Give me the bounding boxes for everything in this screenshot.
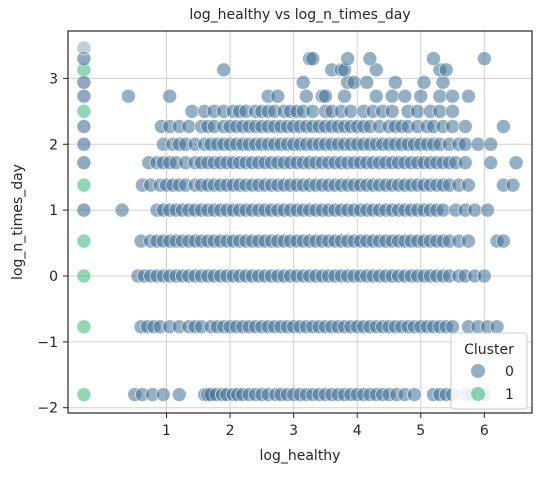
data-point bbox=[76, 155, 92, 171]
data-point bbox=[340, 51, 356, 67]
data-point bbox=[76, 74, 92, 90]
data-point bbox=[483, 155, 499, 171]
data-point bbox=[384, 88, 400, 104]
data-point bbox=[318, 88, 333, 104]
plot-frame bbox=[67, 30, 533, 414]
data-point bbox=[438, 62, 454, 78]
data-point bbox=[461, 233, 476, 249]
data-point bbox=[337, 88, 352, 104]
y-tick-label: −1 bbox=[37, 335, 58, 351]
data-point bbox=[416, 74, 432, 90]
data-point bbox=[359, 74, 375, 90]
data-point bbox=[508, 155, 524, 171]
y-tick-label: 0 bbox=[49, 269, 58, 285]
data-point bbox=[470, 136, 486, 152]
data-points bbox=[76, 40, 524, 402]
x-tick-label: 4 bbox=[353, 423, 362, 439]
data-point bbox=[305, 103, 321, 119]
data-point bbox=[495, 119, 511, 134]
data-point bbox=[184, 103, 200, 119]
data-point bbox=[432, 88, 448, 104]
y-tick-label: 2 bbox=[49, 137, 58, 153]
y-tick-label: −2 bbox=[37, 401, 58, 417]
chart-title: log_healthy vs log_n_times_day bbox=[189, 7, 410, 23]
data-point bbox=[305, 51, 321, 67]
legend-title: Cluster bbox=[464, 342, 514, 358]
data-point bbox=[362, 51, 378, 67]
data-point bbox=[483, 136, 499, 152]
data-point bbox=[120, 88, 136, 104]
data-point bbox=[76, 103, 92, 119]
data-point bbox=[76, 40, 92, 56]
data-point bbox=[489, 319, 505, 335]
data-point bbox=[368, 62, 384, 78]
data-point bbox=[445, 319, 460, 335]
x-tick-label: 2 bbox=[226, 423, 235, 439]
data-point bbox=[480, 202, 495, 218]
data-point bbox=[407, 387, 422, 402]
data-point bbox=[343, 103, 359, 119]
data-point bbox=[368, 88, 384, 104]
data-point bbox=[155, 387, 171, 402]
x-axis-label: log_healthy bbox=[260, 448, 341, 464]
data-point bbox=[295, 74, 311, 90]
data-point bbox=[114, 202, 130, 218]
data-point bbox=[476, 51, 492, 67]
data-point bbox=[76, 319, 92, 335]
data-point bbox=[413, 88, 429, 104]
legend-marker-cluster-1 bbox=[471, 387, 485, 401]
legend-marker-cluster-0 bbox=[471, 364, 485, 378]
data-point bbox=[426, 51, 441, 67]
data-point bbox=[505, 177, 521, 193]
y-tick-label: 1 bbox=[49, 203, 58, 219]
x-tick-label: 6 bbox=[480, 423, 489, 439]
data-point bbox=[76, 119, 92, 134]
data-point bbox=[171, 387, 187, 402]
y-tick-label: 3 bbox=[49, 71, 58, 87]
legend-label-cluster-1: 1 bbox=[505, 387, 514, 403]
data-point bbox=[76, 88, 92, 104]
data-point bbox=[76, 136, 92, 152]
data-point bbox=[270, 88, 286, 104]
x-tick-label: 1 bbox=[162, 423, 171, 439]
data-point bbox=[346, 74, 362, 90]
data-point bbox=[495, 233, 511, 249]
data-point bbox=[181, 119, 197, 134]
data-point bbox=[435, 74, 451, 90]
x-tick-label: 3 bbox=[289, 423, 298, 439]
data-point bbox=[476, 268, 492, 284]
data-point bbox=[76, 202, 92, 218]
data-point bbox=[457, 136, 473, 152]
data-point bbox=[76, 387, 92, 402]
data-point bbox=[467, 202, 483, 218]
data-point bbox=[445, 88, 460, 104]
data-point bbox=[397, 88, 413, 104]
data-point bbox=[76, 268, 92, 284]
data-point bbox=[457, 119, 473, 134]
data-point bbox=[216, 62, 232, 78]
data-point bbox=[410, 103, 425, 119]
legend: Cluster 0 1 bbox=[450, 332, 528, 410]
legend-box bbox=[450, 332, 528, 410]
x-tick-label: 5 bbox=[416, 423, 425, 439]
data-point bbox=[445, 119, 460, 134]
data-point bbox=[445, 103, 460, 119]
legend-label-cluster-0: 0 bbox=[505, 364, 514, 380]
data-point bbox=[435, 202, 451, 218]
data-point bbox=[457, 155, 473, 171]
data-point bbox=[432, 103, 448, 119]
y-axis-label: log_n_times_day bbox=[10, 164, 26, 280]
data-point bbox=[461, 177, 476, 193]
data-point bbox=[162, 88, 178, 104]
data-point bbox=[387, 74, 403, 90]
data-point bbox=[461, 88, 476, 104]
data-point bbox=[298, 88, 314, 104]
axis-ticks: 1 2 3 4 5 6 −2 −1 0 1 2 3 bbox=[37, 71, 489, 439]
data-point bbox=[384, 103, 400, 119]
data-point bbox=[76, 177, 92, 193]
data-point bbox=[76, 233, 92, 249]
